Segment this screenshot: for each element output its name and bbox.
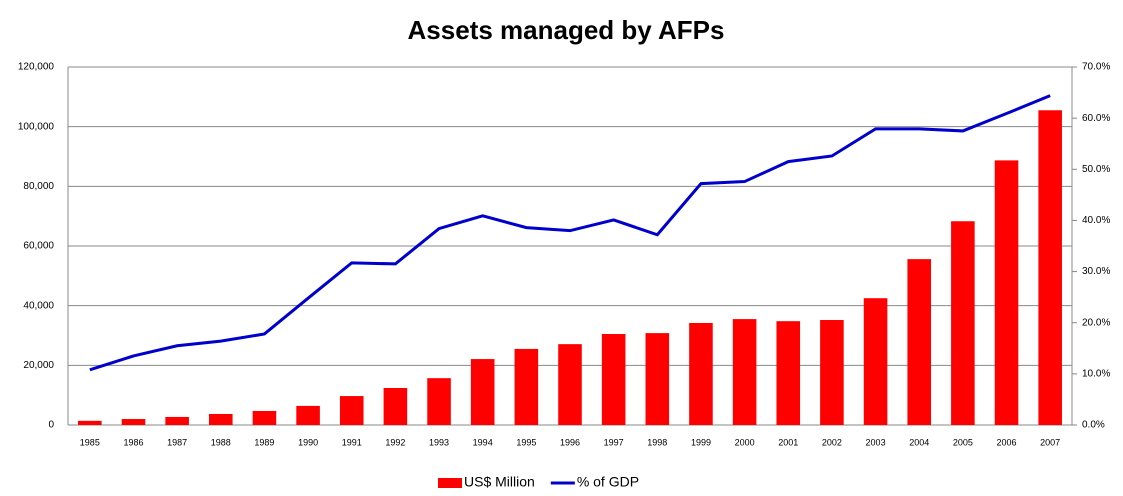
y2-tick-label: 0.0% xyxy=(1082,420,1105,431)
x-tick-label: 1999 xyxy=(691,437,711,447)
x-tick-label: 2002 xyxy=(822,437,842,447)
bar xyxy=(1038,110,1062,425)
x-tick-label: 1995 xyxy=(516,437,536,447)
x-tick-label: 1994 xyxy=(473,437,493,447)
bar xyxy=(121,419,146,425)
y2-tick-label: 20.0% xyxy=(1082,317,1110,328)
bar xyxy=(776,321,801,425)
y-tick-label: 20,000 xyxy=(23,360,54,371)
x-tick-label: 2006 xyxy=(997,437,1017,447)
x-tick-label: 1988 xyxy=(211,437,231,447)
bar xyxy=(78,420,102,425)
bar xyxy=(645,333,670,425)
bar xyxy=(470,359,495,425)
y2-tick-label: 40.0% xyxy=(1082,215,1110,226)
y-tick-label: 80,000 xyxy=(23,181,54,192)
x-tick-label: 2004 xyxy=(909,437,929,447)
bar xyxy=(732,319,757,425)
chart-title: Assets managed by AFPs xyxy=(408,15,725,45)
bar xyxy=(689,322,713,425)
x-tick-label: 1989 xyxy=(254,437,274,447)
bar xyxy=(907,259,932,425)
x-tick-label: 1985 xyxy=(80,437,100,447)
bar xyxy=(994,160,1019,425)
y2-tick-label: 30.0% xyxy=(1082,266,1110,277)
x-tick-label: 1991 xyxy=(342,437,362,447)
bar xyxy=(951,221,975,425)
x-tick-label: 1990 xyxy=(298,437,318,447)
legend-label: US$ Million xyxy=(464,474,535,490)
y-tick-label: 0 xyxy=(48,420,54,431)
bar xyxy=(165,416,189,425)
bar xyxy=(427,378,451,425)
x-tick-label: 1987 xyxy=(167,437,187,447)
x-tick-label: 1992 xyxy=(385,437,405,447)
y2-tick-label: 70.0% xyxy=(1082,62,1110,73)
x-tick-label: 1986 xyxy=(123,437,143,447)
x-tick-label: 2003 xyxy=(866,437,886,447)
line xyxy=(89,94,1051,372)
y2-tick-label: 60.0% xyxy=(1082,113,1110,124)
legend-label: % of GDP xyxy=(577,474,639,490)
x-tick-label: 1997 xyxy=(604,437,624,447)
y2-tick-label: 50.0% xyxy=(1082,164,1110,175)
legend-swatch xyxy=(438,478,462,488)
y2-tick-label: 10.0% xyxy=(1082,368,1110,379)
x-tick-label: 1996 xyxy=(560,437,580,447)
bar xyxy=(383,388,408,425)
x-tick-label: 1993 xyxy=(429,437,449,447)
bar xyxy=(820,319,844,425)
x-tick-label: 2000 xyxy=(735,437,755,447)
y-tick-label: 100,000 xyxy=(18,121,55,132)
bar xyxy=(208,413,233,425)
bar xyxy=(601,334,626,425)
x-tick-label: 1998 xyxy=(647,437,667,447)
x-tick-label: 2001 xyxy=(778,437,798,447)
x-tick-label: 2005 xyxy=(953,437,973,447)
bar xyxy=(514,348,539,425)
bar xyxy=(863,298,888,425)
bar xyxy=(339,396,364,425)
bar xyxy=(558,344,582,425)
y-tick-label: 120,000 xyxy=(18,62,55,73)
x-tick-label: 2007 xyxy=(1040,437,1060,447)
y-tick-label: 60,000 xyxy=(23,241,54,252)
bar xyxy=(296,405,320,425)
bar xyxy=(252,410,277,425)
y-tick-label: 40,000 xyxy=(23,300,54,311)
